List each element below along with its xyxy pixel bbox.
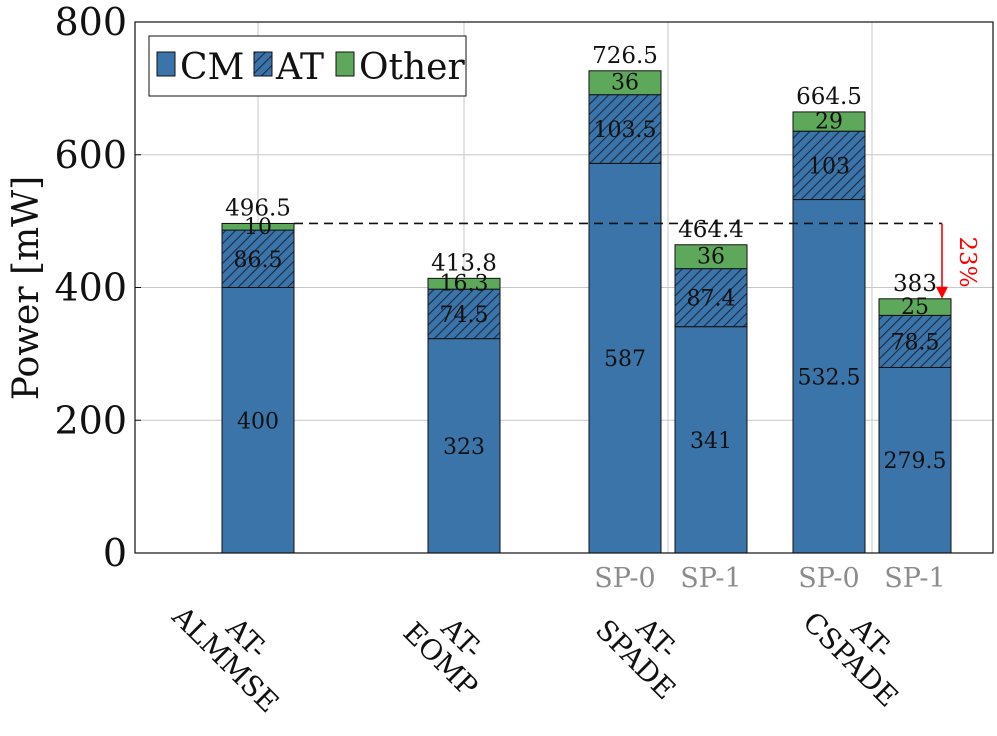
total-value-label: 464.4 [678,217,744,243]
bar-segment-other [878,298,952,316]
other-value-label: 36 [611,71,639,96]
y-tick-label: 0 [103,531,127,575]
reduction-percent-label: 23% [954,236,980,287]
group-label-line: ALMMSE [165,599,285,719]
bar-segment-cm [878,366,952,554]
bar-segment-other [792,111,866,132]
other-value-label: 16.3 [440,272,489,297]
reduction-arrow-head [936,286,948,299]
cm-value-label: 400 [237,409,279,434]
at-value-label: 74.5 [440,303,489,328]
bar-sublabel: SP-0 [798,563,860,594]
bar-sublabel: SP-1 [884,563,946,594]
other-value-label: 29 [815,110,843,135]
group-label-line: CSPADE [796,605,904,713]
at-value-label: 78.5 [891,330,940,355]
legend-box [148,35,467,97]
total-value-label: 496.5 [225,195,291,221]
legend-swatch-other [335,51,355,77]
total-value-label: 664.5 [796,84,862,110]
legend-swatch-cm [156,51,176,77]
bar-segment-at [427,288,501,340]
y-tick-label: 600 [54,133,127,177]
bar-segment-other [221,222,295,231]
group-label: AT-CSPADE [796,584,925,713]
at-value-label: 103 [808,154,850,179]
total-value-label: 413.8 [431,250,497,276]
group-label: AT-ALMMSE [165,578,306,719]
legend-label-other: Other [359,47,465,88]
cm-value-label: 341 [690,429,732,454]
total-value-label: 383 [893,271,937,297]
cm-value-label: 587 [604,347,646,372]
y-tick-label: 200 [54,398,127,442]
bar-segment-at [221,229,295,289]
legend-label-cm: CM [180,47,244,88]
bar-segment-cm [221,287,295,554]
bar-segment-cm [427,338,501,554]
y-axis-title: Power [mW] [6,176,47,400]
other-value-label: 36 [697,245,725,270]
bar-segment-cm [674,326,748,554]
bar-segment-other [427,277,501,290]
total-value-label: 726.5 [592,43,658,69]
cm-value-label: 279.5 [884,449,947,474]
bar-segment-other [674,244,748,270]
bar-sublabel: SP-0 [594,563,656,594]
at-value-label: 86.5 [234,248,283,273]
group-label: AT-EOMP [397,594,506,703]
bar-segment-at [674,268,748,328]
group-label: AT-SPADE [589,592,703,706]
legend-swatch-at [253,51,273,77]
at-value-label: 87.4 [687,287,736,312]
other-value-label: 10 [244,215,272,240]
bar-sublabel: SP-1 [680,563,742,594]
bar-segment-at [588,94,662,164]
legend-label-at: AT [275,47,324,88]
bar-segment-cm [588,162,662,554]
bar-segment-at [878,314,952,368]
at-value-label: 103.5 [594,118,657,143]
y-tick-label: 800 [54,0,127,44]
cm-value-label: 532.5 [798,365,861,390]
y-tick-label: 400 [54,266,127,310]
bar-segment-other [588,70,662,96]
bar-segment-cm [792,199,866,554]
other-value-label: 25 [901,295,929,320]
cm-value-label: 323 [443,435,485,460]
